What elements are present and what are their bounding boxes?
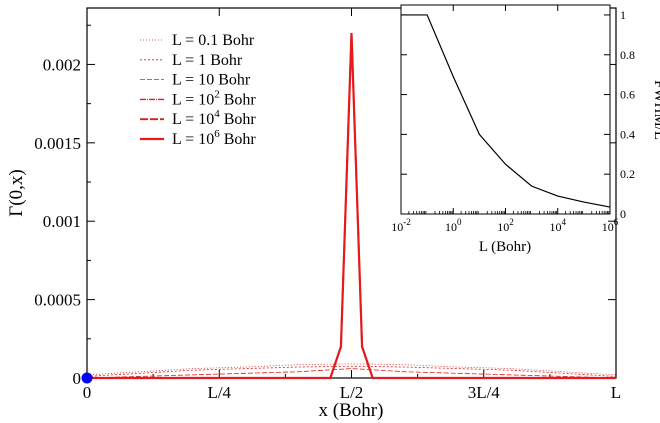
legend-label: L = 1 Bohr [172,52,243,69]
legend-label: L = 104 Bohr [172,108,256,128]
legend-label: L = 106 Bohr [172,128,256,148]
x-tick-label: 3L/4 [468,383,501,402]
x-tick-label: 0 [83,383,92,402]
x-axis-label: x (Bohr) [319,400,384,421]
inset-y-axis-label: FWHM/L [651,80,660,140]
legend-label: L = 102 Bohr [172,88,256,108]
inset-y-tick-label: 0.6 [620,88,635,102]
main-markers [81,372,93,384]
inset-plot-frame [400,4,611,215]
y-tick-label: 0.0015 [34,134,81,153]
inset-x-axis-label: L (Bohr) [479,239,531,255]
legend-label: L = 10 Bohr [172,72,251,89]
legend-label: L = 0.1 Bohr [172,32,255,49]
inset-y-tick-label: 1 [620,8,626,22]
inset-x-tick-label: 104 [550,217,567,234]
x-tick-label: L/4 [207,383,231,402]
x-tick-label: L/2 [340,383,364,402]
y-tick-label: 0.0005 [34,291,81,310]
inset-y-tick-label: 0.8 [620,48,635,62]
inset-x-tick-label: 10-2 [391,217,411,234]
inset-y-tick-label: 0.4 [620,127,635,141]
y-axis-label: Γ(0,x) [6,169,27,216]
y-tick-label: 0.001 [43,212,81,231]
inset-x-tick-label: 106 [602,217,619,234]
series-line-1 [86,365,617,377]
inset-series [401,14,611,208]
inset-y-tick-label: 0.2 [620,167,635,181]
main-ticks: 0 L/4 L/2 3L/4 L 0 0.0005 0.001 0.0015 0.002 [34,8,621,402]
main-series [86,33,617,380]
series-line-0 [86,363,617,376]
x-tick-label: L [611,383,621,402]
inset-y-tick-label: 0 [620,207,626,221]
y-tick-label: 0.002 [43,55,81,74]
inset-x-tick-label: 102 [497,217,514,234]
origin-marker [81,372,93,384]
series-line-5 [87,33,616,380]
inset-x-tick-label: 100 [445,217,462,234]
series-line-2 [86,368,617,379]
y-tick-label: 0 [73,369,82,388]
inset-series-line [401,14,611,208]
